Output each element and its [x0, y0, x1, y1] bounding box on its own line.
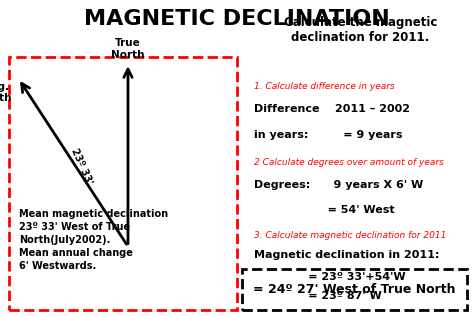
Text: Difference    2011 – 2002: Difference 2011 – 2002 — [254, 104, 410, 114]
Text: = 24º 27' West of True North: = 24º 27' West of True North — [253, 283, 456, 296]
Text: Mag.
North: Mag. North — [0, 82, 11, 103]
Text: in years:         = 9 years: in years: = 9 years — [254, 130, 402, 140]
Text: MAGNETIC DECLINATION: MAGNETIC DECLINATION — [84, 9, 390, 29]
Bar — [9, 57, 237, 310]
Text: Degrees:      9 years X 6' W: Degrees: 9 years X 6' W — [254, 180, 423, 190]
Text: = 23º 33'+54'W: = 23º 33'+54'W — [254, 272, 405, 282]
Text: Magnetic declination in 2011:: Magnetic declination in 2011: — [254, 250, 439, 260]
Text: 23º 33': 23º 33' — [70, 147, 94, 186]
Text: True
North: True North — [111, 39, 145, 60]
Text: Calculate the magnetic
declination for 2011.: Calculate the magnetic declination for 2… — [283, 16, 437, 44]
Text: = 54' West: = 54' West — [254, 205, 394, 216]
Text: 2 Calculate degrees over amount of years: 2 Calculate degrees over amount of years — [254, 158, 444, 167]
Text: = 23º 87' W: = 23º 87' W — [254, 291, 382, 301]
Text: Mean magnetic declination
23º 33' West of True
North(July2002).
Mean annual chan: Mean magnetic declination 23º 33' West o… — [19, 209, 168, 271]
Bar — [242, 269, 467, 310]
Text: 1. Calculate difference in years: 1. Calculate difference in years — [254, 82, 394, 91]
Text: 3. Calculate magnetic declination for 2011: 3. Calculate magnetic declination for 20… — [254, 231, 446, 240]
